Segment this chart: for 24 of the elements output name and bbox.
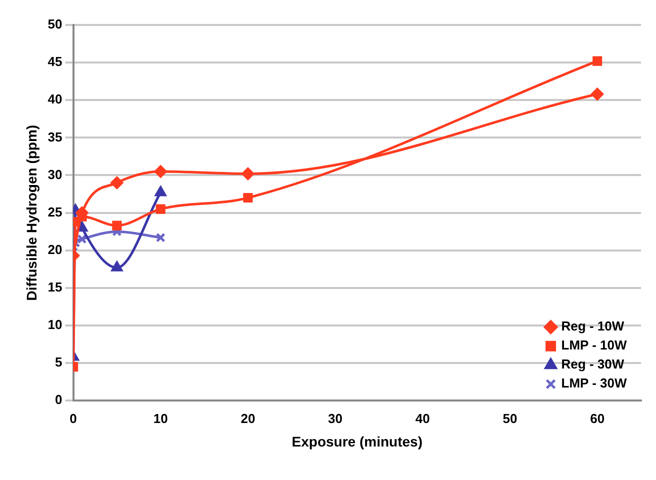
y-tick-label: 5 — [55, 354, 62, 370]
x-tick-label: 0 — [70, 410, 77, 426]
x-tick-label: 10 — [153, 410, 168, 426]
legend-label: Reg - 30W — [561, 356, 625, 372]
y-tick-label: 0 — [55, 392, 62, 408]
x-tick-label: 30 — [328, 410, 343, 426]
y-tick-label: 25 — [48, 204, 62, 220]
legend-label: LMP - 10W — [561, 338, 628, 353]
x-axis-title: Exposure (minutes) — [292, 433, 422, 450]
x-tick-label: 60 — [590, 410, 605, 426]
legend-label: Reg - 10W — [561, 318, 625, 334]
legend-label: LMP - 30W — [561, 376, 628, 391]
y-tick-label: 45 — [48, 54, 62, 70]
x-tick-label: 40 — [415, 410, 430, 426]
y-tick-label: 50 — [48, 16, 62, 32]
y-axis-title: Diffusible Hydrogen (ppm) — [23, 124, 40, 301]
y-tick-label: 15 — [48, 280, 62, 294]
y-tick-label: 30 — [48, 166, 62, 182]
x-tick-label: 50 — [502, 410, 518, 426]
y-tick-label: 10 — [48, 317, 62, 332]
y-tick-label: 40 — [48, 92, 62, 107]
y-tick-label: 35 — [48, 129, 62, 144]
x-tick-label: 20 — [240, 410, 256, 426]
y-tick-label: 20 — [48, 242, 62, 257]
